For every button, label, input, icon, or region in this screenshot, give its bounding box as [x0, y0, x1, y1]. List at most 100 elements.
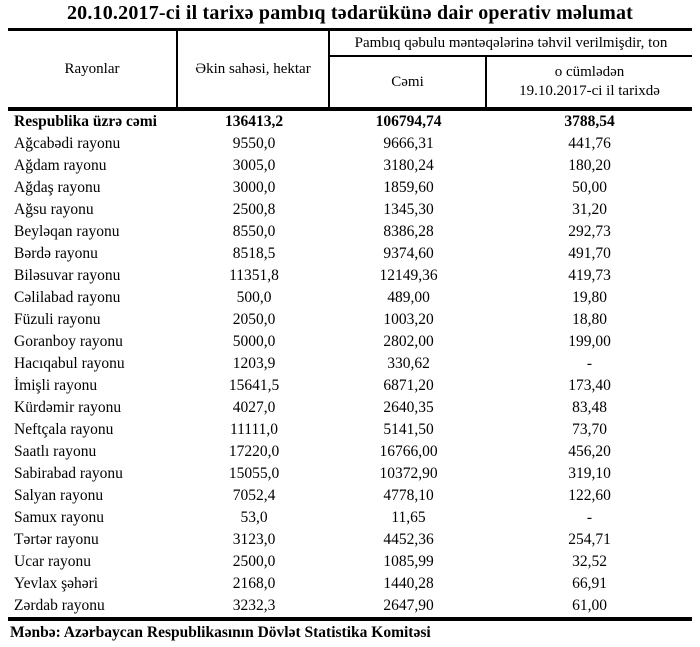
table-row: Neftçala rayonu 11111,0 5141,50 73,70	[8, 419, 692, 441]
row-label: Tərtər rayonu	[14, 531, 99, 548]
row-label: Kürdəmir rayonu	[14, 399, 122, 416]
col-header-o-cumleden-line1: o cümlədən	[554, 64, 625, 80]
cemi-value: 11,65	[391, 509, 426, 526]
daily-value: 3788,54	[564, 113, 615, 130]
row-label: Ağcabədi rayonu	[14, 135, 121, 152]
cotton-procurement-table: Rayonlar Əkin sahəsi, hektar Pambıq qəbu…	[8, 28, 692, 621]
daily-value: 122,60	[568, 487, 611, 504]
row-label: Ağdam rayonu	[14, 157, 107, 174]
cemi-value: 330,62	[387, 355, 430, 372]
table-row: Yevlax şəhəri 2168,0 1440,28 66,91	[8, 573, 692, 595]
table-row: Beyləqan rayonu 8550,0 8386,28 292,73	[8, 221, 692, 243]
table-row: Samux rayonu 53,0 11,65 -	[8, 507, 692, 529]
ekin-sahesi-value: 500,0	[236, 289, 272, 306]
row-label: Zərdab rayonu	[14, 597, 105, 614]
table-row: Hacıqabul rayonu 1203,9 330,62 -	[8, 353, 692, 375]
ekin-sahesi-value: 3005,0	[232, 157, 276, 174]
ekin-sahesi-value: 5000,0	[232, 333, 276, 350]
cemi-value: 3180,24	[383, 157, 434, 174]
daily-value: 292,73	[568, 223, 611, 240]
table-row: Ucar rayonu 2500,0 1085,99 32,52	[8, 551, 692, 573]
table-header: Rayonlar Əkin sahəsi, hektar Pambıq qəbu…	[8, 31, 692, 111]
cemi-value: 9666,31	[383, 135, 434, 152]
table-body: Respublika üzrə cəmi 136413,2 106794,74 378…	[8, 111, 692, 621]
cemi-value: 5141,50	[383, 421, 434, 438]
cemi-value: 2802,00	[383, 333, 434, 350]
daily-value: 83,48	[572, 399, 607, 416]
row-label: Füzuli rayonu	[14, 311, 101, 328]
cemi-value: 2640,35	[383, 399, 434, 416]
daily-value: 31,20	[572, 201, 607, 218]
col-header-group-pambiq-qebulu: Pambıq qəbulu məntəqələrinə təhvil veril…	[330, 31, 692, 57]
daily-value: 18,80	[572, 311, 607, 328]
daily-value: 66,91	[572, 575, 607, 592]
col-header-ekin-sahesi: Əkin sahəsi, hektar	[178, 31, 330, 107]
cemi-value: 1085,99	[383, 553, 434, 570]
row-label: Saatlı rayonu	[14, 443, 97, 460]
table-row: Ağdaş rayonu 3000,0 1859,60 50,00	[8, 177, 692, 199]
ekin-sahesi-value: 3123,0	[232, 531, 276, 548]
table-row: Cəlilabad rayonu 500,0 489,00 19,80	[8, 287, 692, 309]
daily-value: 319,10	[568, 465, 611, 482]
daily-value: -	[586, 355, 593, 372]
daily-value: 441,76	[568, 135, 611, 152]
daily-value: 180,20	[568, 157, 611, 174]
daily-value: 456,20	[568, 443, 611, 460]
ekin-sahesi-value: 7052,4	[232, 487, 276, 504]
cemi-value: 6871,20	[383, 377, 434, 394]
ekin-sahesi-value: 8550,0	[232, 223, 276, 240]
col-header-rayonlar: Rayonlar	[8, 31, 178, 107]
row-label: Hacıqabul rayonu	[14, 355, 125, 372]
table-row: Ağsu rayonu 2500,8 1345,30 31,20	[8, 199, 692, 221]
row-label: Samux rayonu	[14, 509, 104, 526]
row-label: İmişli rayonu	[14, 377, 98, 394]
ekin-sahesi-value: 17220,0	[228, 443, 280, 460]
ekin-sahesi-value: 11111,0	[229, 421, 279, 438]
daily-value: -	[586, 509, 593, 526]
table-row: Sabirabad rayonu 15055,0 10372,90 319,10	[8, 463, 692, 485]
table-row: Ağcabədi rayonu 9550,0 9666,31 441,76	[8, 133, 692, 155]
cemi-value: 1345,30	[383, 201, 434, 218]
row-label: Salyan rayonu	[14, 487, 104, 504]
ekin-sahesi-value: 15055,0	[228, 465, 280, 482]
cemi-value: 106794,74	[375, 113, 442, 130]
row-label: Respublika üzrə cəmi	[14, 113, 157, 130]
table-row: Ağdam rayonu 3005,0 3180,24 180,20	[8, 155, 692, 177]
row-label: Ağsu rayonu	[14, 201, 94, 218]
col-header-o-cumleden: o cümlədən 19.10.2017-ci il tarixdə	[487, 57, 692, 107]
ekin-sahesi-value: 3000,0	[232, 179, 276, 196]
ekin-sahesi-value: 8518,5	[232, 245, 276, 262]
table-row: Kürdəmir rayonu 4027,0 2640,35 83,48	[8, 397, 692, 419]
ekin-sahesi-value: 15641,5	[228, 377, 280, 394]
cemi-value: 12149,36	[379, 267, 438, 284]
ekin-sahesi-value: 53,0	[240, 509, 268, 526]
daily-value: 491,70	[568, 245, 611, 262]
ekin-sahesi-value: 136413,2	[224, 113, 284, 130]
table-row: Saatlı rayonu 17220,0 16766,00 456,20	[8, 441, 692, 463]
table-row-total: Respublika üzrə cəmi 136413,2 106794,74 378…	[8, 111, 692, 133]
daily-value: 173,40	[568, 377, 611, 394]
cemi-value: 10372,90	[379, 465, 438, 482]
cemi-value: 489,00	[387, 289, 430, 306]
cemi-value: 16766,00	[379, 443, 438, 460]
cemi-value: 2647,90	[383, 597, 434, 614]
daily-value: 199,00	[568, 333, 611, 350]
row-label: Ucar rayonu	[14, 553, 92, 570]
daily-value: 50,00	[572, 179, 607, 196]
ekin-sahesi-value: 1203,9	[232, 355, 276, 372]
cemi-value: 1859,60	[383, 179, 434, 196]
ekin-sahesi-value: 4027,0	[232, 399, 276, 416]
row-label: Ağdaş rayonu	[14, 179, 101, 196]
row-label: Bərdə rayonu	[14, 245, 98, 262]
daily-value: 61,00	[572, 597, 607, 614]
daily-value: 419,73	[568, 267, 611, 284]
ekin-sahesi-value: 3232,3	[232, 597, 276, 614]
source-note: Mənbə: Azərbaycan Respublikasının Dövlət…	[10, 624, 431, 641]
document-title: 20.10.2017-ci il tarixə pambıq tədarükün…	[66, 2, 634, 24]
table-row: Zərdab rayonu 3232,3 2647,90 61,00	[8, 595, 692, 617]
ekin-sahesi-value: 9550,0	[232, 135, 276, 152]
row-label: Sabirabad rayonu	[14, 465, 123, 482]
table-row: Goranboy rayonu 5000,0 2802,00 199,00	[8, 331, 692, 353]
ekin-sahesi-value: 2500,0	[232, 553, 276, 570]
